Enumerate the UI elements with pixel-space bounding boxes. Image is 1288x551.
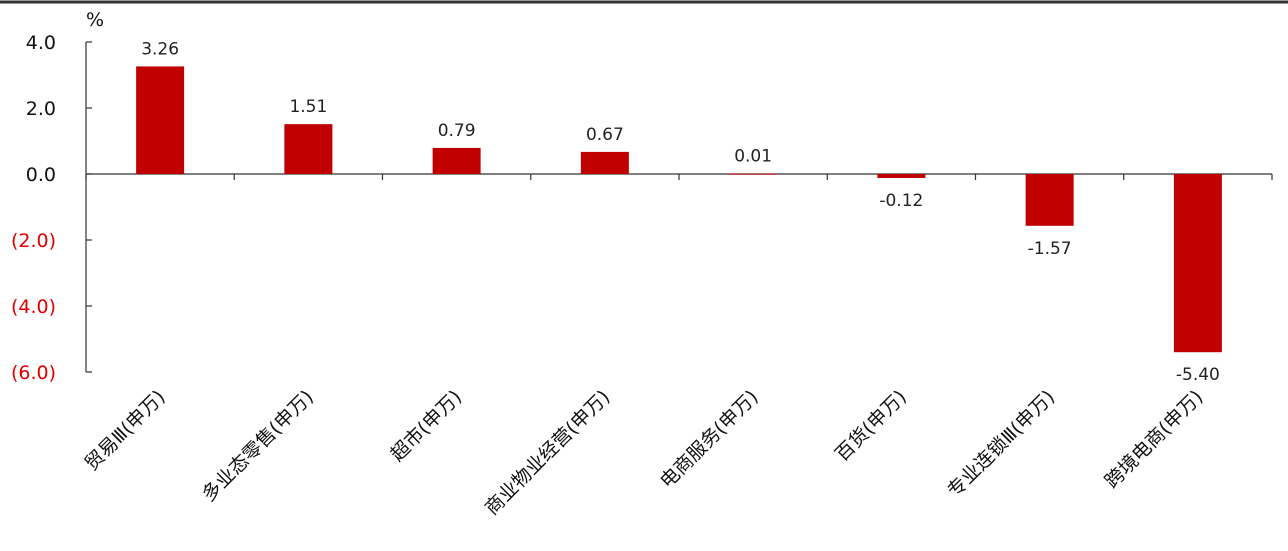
category-labels: 贸易Ⅲ(申万) 多业态零售(申万) 超市(申万) 商业物业经营(申万) 电商服务(申万)… <box>81 386 1208 520</box>
category-label: 多业态零售(申万) <box>198 386 318 506</box>
bar <box>432 147 481 174</box>
data-label: -5.40 <box>1176 365 1220 385</box>
category-label: 商业物业经营(申万) <box>481 386 615 520</box>
category-label: 贸易Ⅲ(申万) <box>81 386 170 475</box>
category-label: 跨境电商(申万) <box>1101 386 1208 493</box>
y-tick-label: 2.0 <box>26 98 56 120</box>
category-label: 专业连锁Ⅲ(申万) <box>943 386 1059 502</box>
bar <box>284 124 333 174</box>
data-label: 0.01 <box>734 147 772 167</box>
category-label: 百货(申万) <box>831 386 911 466</box>
data-labels: 3.26 1.51 0.79 0.67 0.01 -0.12 -1.57 -5.40 <box>141 39 1220 385</box>
category-label: 电商服务(申万) <box>656 386 763 493</box>
data-label: -0.12 <box>879 191 923 211</box>
bar <box>1173 174 1222 353</box>
y-tick-label: (4.0) <box>11 296 56 318</box>
axes <box>85 41 1273 373</box>
y-unit-label: % <box>86 9 104 31</box>
bar <box>580 151 629 174</box>
bar <box>1025 174 1074 226</box>
data-label: -1.57 <box>1028 239 1072 259</box>
category-label: 超市(申万) <box>386 386 466 466</box>
bars <box>136 66 1222 353</box>
y-tick-label: (2.0) <box>11 230 56 252</box>
y-tick-label: (6.0) <box>11 362 56 384</box>
data-label: 3.26 <box>141 39 179 59</box>
y-tick-labels: 4.0 2.0 0.0 (2.0) (4.0) (6.0) <box>11 32 56 384</box>
bar <box>877 174 926 178</box>
data-label: 1.51 <box>289 97 327 117</box>
y-tick-label: 0.0 <box>26 164 56 186</box>
bar <box>729 173 778 175</box>
data-label: 0.67 <box>586 125 624 145</box>
bar <box>136 66 185 174</box>
y-tick-label: 4.0 <box>26 32 56 54</box>
data-label: 0.79 <box>438 121 476 141</box>
